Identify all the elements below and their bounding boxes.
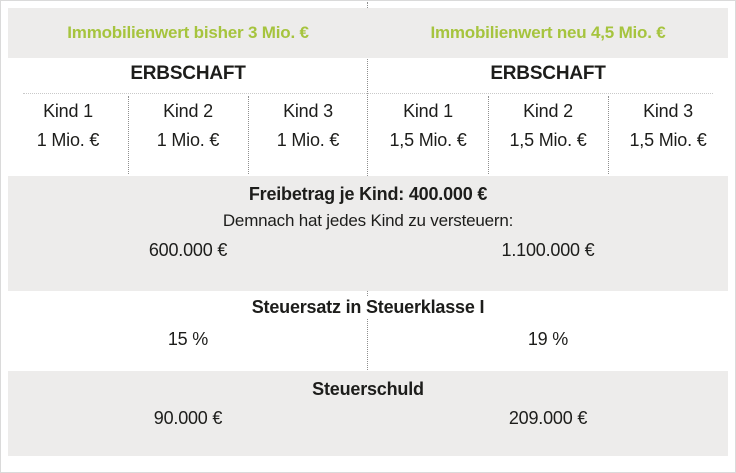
taxable-amount-left: 600.000 €	[148, 240, 228, 260]
scenario-title-left: Immobilienwert bisher 3 Mio. €	[67, 23, 309, 42]
tax-due-band: Steuerschuld 90.000 € 209.000 €	[8, 371, 728, 456]
child-value: 1,5 Mio. €	[629, 130, 707, 150]
child-cell: Kind 1 1 Mio. €	[8, 99, 128, 153]
child-value: 1,5 Mio. €	[509, 130, 587, 150]
erbschaft-title-left: ERBSCHAFT	[130, 63, 246, 84]
allowance-title: Freibetrag je Kind: 400.000 €	[236, 184, 500, 205]
tax-due-title-row: Steuerschuld	[8, 379, 728, 400]
child-value: 1 Mio. €	[276, 130, 340, 150]
erbschaft-underline-dotted	[23, 93, 713, 94]
taxable-amount-row: 600.000 € 1.100.000 €	[8, 240, 728, 261]
child-label: Kind 1	[403, 101, 453, 121]
column-divider-right-1	[488, 96, 489, 174]
tax-rate-left: 15 %	[167, 329, 209, 349]
erbschaft-title-right: ERBSCHAFT	[490, 63, 606, 84]
child-label: Kind 3	[283, 101, 333, 121]
tax-due-title: Steuerschuld	[300, 379, 436, 400]
tax-due-row: 90.000 € 209.000 €	[8, 408, 728, 429]
tax-rate-title-row: Steuersatz in Steuerklasse I	[1, 297, 735, 318]
child-cell: Kind 3 1 Mio. €	[248, 99, 368, 153]
column-divider-left-2	[248, 96, 249, 174]
column-divider-left-1	[128, 96, 129, 174]
column-divider-right-2	[608, 96, 609, 174]
child-value: 1,5 Mio. €	[389, 130, 467, 150]
scenario-header-band: Immobilienwert bisher 3 Mio. € Immobilie…	[8, 8, 728, 58]
taxable-amount-right: 1.100.000 €	[501, 240, 595, 260]
allowance-band: Freibetrag je Kind: 400.000 € Demnach ha…	[8, 176, 728, 291]
tax-rate-right: 19 %	[527, 329, 569, 349]
child-label: Kind 2	[163, 101, 213, 121]
child-cell: Kind 3 1,5 Mio. €	[608, 99, 728, 153]
children-columns-left: Kind 1 1 Mio. € Kind 2 1 Mio. € Kind 3 1…	[8, 99, 368, 153]
child-cell: Kind 1 1,5 Mio. €	[368, 99, 488, 153]
allowance-subtitle-row: Demnach hat jedes Kind zu versteuern:	[8, 211, 728, 231]
child-value: 1 Mio. €	[156, 130, 220, 150]
child-cell: Kind 2 1,5 Mio. €	[488, 99, 608, 153]
child-label: Kind 1	[43, 101, 93, 121]
tax-rate-title: Steuersatz in Steuerklasse I	[239, 297, 497, 318]
child-cell: Kind 2 1 Mio. €	[128, 99, 248, 153]
allowance-subtitle: Demnach hat jedes Kind zu versteuern:	[210, 211, 526, 231]
child-value: 1 Mio. €	[36, 130, 100, 150]
child-label: Kind 2	[523, 101, 573, 121]
tax-due-right: 209.000 €	[508, 408, 588, 428]
tax-rate-row: 15 % 19 %	[8, 329, 728, 350]
allowance-title-row: Freibetrag je Kind: 400.000 €	[8, 184, 728, 205]
scenario-title-right: Immobilienwert neu 4,5 Mio. €	[430, 23, 666, 42]
children-columns-right: Kind 1 1,5 Mio. € Kind 2 1,5 Mio. € Kind…	[368, 99, 728, 153]
child-label: Kind 3	[643, 101, 693, 121]
tax-due-left: 90.000 €	[153, 408, 223, 428]
